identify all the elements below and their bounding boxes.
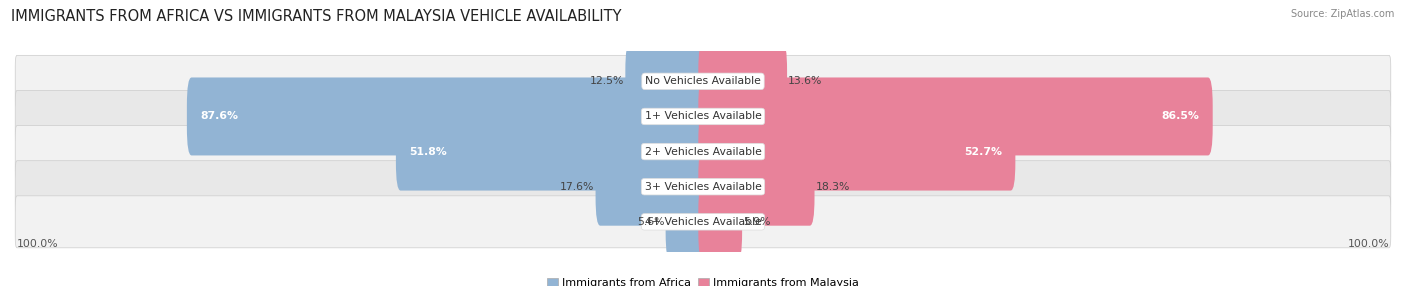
Legend: Immigrants from Africa, Immigrants from Malaysia: Immigrants from Africa, Immigrants from … xyxy=(544,276,862,286)
FancyBboxPatch shape xyxy=(596,148,707,226)
Text: 52.7%: 52.7% xyxy=(965,147,1002,156)
Text: 5.9%: 5.9% xyxy=(744,217,770,227)
FancyBboxPatch shape xyxy=(15,55,1391,107)
Text: 13.6%: 13.6% xyxy=(789,76,823,86)
FancyBboxPatch shape xyxy=(15,196,1391,248)
Text: Source: ZipAtlas.com: Source: ZipAtlas.com xyxy=(1291,9,1395,19)
Text: 5.6%: 5.6% xyxy=(637,217,665,227)
FancyBboxPatch shape xyxy=(15,161,1391,213)
Text: 12.5%: 12.5% xyxy=(589,76,624,86)
FancyBboxPatch shape xyxy=(699,148,814,226)
Text: 18.3%: 18.3% xyxy=(815,182,851,192)
Text: No Vehicles Available: No Vehicles Available xyxy=(645,76,761,86)
Text: 87.6%: 87.6% xyxy=(200,112,238,122)
FancyBboxPatch shape xyxy=(396,113,707,190)
Text: 4+ Vehicles Available: 4+ Vehicles Available xyxy=(644,217,762,227)
FancyBboxPatch shape xyxy=(699,42,787,120)
Text: 100.0%: 100.0% xyxy=(1347,239,1389,249)
Text: 17.6%: 17.6% xyxy=(560,182,595,192)
FancyBboxPatch shape xyxy=(699,78,1213,156)
Text: 100.0%: 100.0% xyxy=(17,239,59,249)
FancyBboxPatch shape xyxy=(15,90,1391,142)
Text: 51.8%: 51.8% xyxy=(409,147,447,156)
Text: 2+ Vehicles Available: 2+ Vehicles Available xyxy=(644,147,762,156)
FancyBboxPatch shape xyxy=(187,78,707,156)
Text: IMMIGRANTS FROM AFRICA VS IMMIGRANTS FROM MALAYSIA VEHICLE AVAILABILITY: IMMIGRANTS FROM AFRICA VS IMMIGRANTS FRO… xyxy=(11,9,621,23)
Text: 86.5%: 86.5% xyxy=(1161,112,1199,122)
FancyBboxPatch shape xyxy=(665,183,707,261)
Text: 1+ Vehicles Available: 1+ Vehicles Available xyxy=(644,112,762,122)
FancyBboxPatch shape xyxy=(626,42,707,120)
Text: 3+ Vehicles Available: 3+ Vehicles Available xyxy=(644,182,762,192)
FancyBboxPatch shape xyxy=(699,183,742,261)
FancyBboxPatch shape xyxy=(15,126,1391,178)
FancyBboxPatch shape xyxy=(699,113,1015,190)
